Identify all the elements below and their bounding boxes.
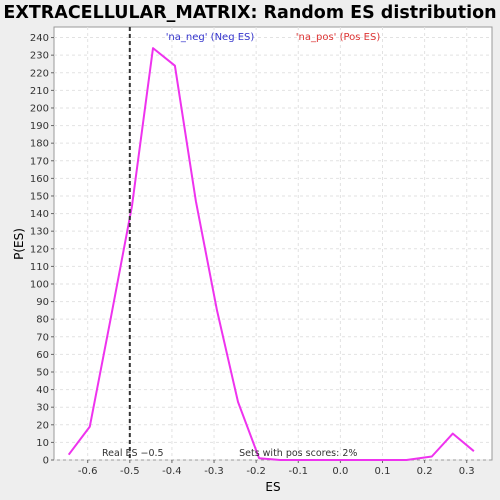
y-tick-label: 120 xyxy=(30,244,49,255)
chart-title: EXTRACELLULAR_MATRIX: Random ES distribu… xyxy=(3,3,496,23)
x-tick-label: -0.2 xyxy=(246,466,266,477)
y-tick-label: 20 xyxy=(36,420,49,431)
pos-scores-label: Sets with pos scores: 2% xyxy=(239,448,357,459)
plot-area xyxy=(53,26,493,461)
y-tick-label: 150 xyxy=(30,191,49,202)
x-tick-label: 0.1 xyxy=(375,466,391,477)
grid xyxy=(54,27,492,461)
x-tick-label: 0.3 xyxy=(459,466,475,477)
x-axis-label: ES xyxy=(265,480,280,494)
x-tick-label: -0.4 xyxy=(162,466,182,477)
y-tick-label: 80 xyxy=(36,315,49,326)
x-axis: -0.6 -0.5 -0.4 -0.3 -0.2 -0.1 0.0 0.1 0.2 0.3 xyxy=(78,460,475,477)
y-tick-label: 180 xyxy=(30,139,49,150)
y-tick-label: 130 xyxy=(30,227,49,238)
x-tick-label: -0.6 xyxy=(78,466,98,477)
x-tick-label: -0.5 xyxy=(120,466,140,477)
y-tick-label: 230 xyxy=(30,51,49,62)
y-tick-label: 140 xyxy=(30,209,49,220)
y-tick-label: 220 xyxy=(30,68,49,79)
y-axis-label: P(ES) xyxy=(12,228,26,260)
y-tick-label: 210 xyxy=(30,86,49,97)
y-tick-label: 240 xyxy=(30,33,49,44)
y-tick-label: 200 xyxy=(30,103,49,114)
y-tick-label: 170 xyxy=(30,156,49,167)
y-axis: 0 10 20 30 40 50 60 70 80 90 100 110 120 130 140 150 160… xyxy=(30,33,54,467)
y-tick-label: 70 xyxy=(36,332,49,343)
y-tick-label: 160 xyxy=(30,174,49,185)
y-tick-label: 190 xyxy=(30,121,49,132)
y-tick-label: 0 xyxy=(43,456,49,467)
series-line xyxy=(67,47,475,461)
x-tick-label: -0.1 xyxy=(289,466,309,477)
y-tick-label: 90 xyxy=(36,297,49,308)
legend-neg: 'na_neg' (Neg ES) xyxy=(166,32,255,43)
x-tick-label: 0.0 xyxy=(332,466,348,477)
x-tick-label: -0.3 xyxy=(204,466,224,477)
y-tick-label: 10 xyxy=(36,438,49,449)
y-tick-label: 30 xyxy=(36,403,49,414)
legend-pos: 'na_pos' (Pos ES) xyxy=(296,32,381,43)
y-tick-label: 50 xyxy=(36,367,49,378)
y-tick-label: 110 xyxy=(30,262,49,273)
y-tick-label: 40 xyxy=(36,385,49,396)
x-tick-label: 0.2 xyxy=(417,466,433,477)
y-tick-label: 60 xyxy=(36,350,49,361)
y-tick-label: 100 xyxy=(30,279,49,290)
series-group xyxy=(67,47,475,461)
real-es-label: Real ES −0.5 xyxy=(102,448,164,459)
